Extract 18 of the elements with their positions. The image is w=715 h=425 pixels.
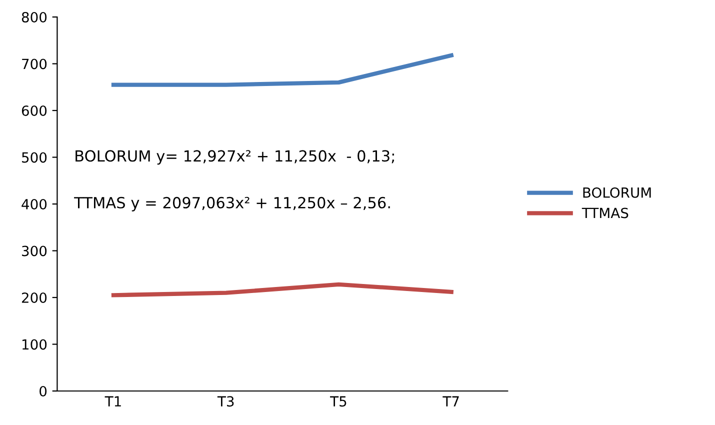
annotation: BOLORUM y= 12,927x² + 11,250x - 0,13; (76, 150, 394, 165)
y-tick-label: 700 (22, 58, 47, 70)
y-tick-label: 300 (22, 246, 47, 256)
y-tick-label: 800 (22, 12, 47, 22)
x-tick-label: T5 (330, 396, 346, 407)
legend-label: TTMAS (582, 208, 628, 218)
y-tick-label: 500 (22, 152, 47, 163)
annotation: TTMAS y = 2097,063x² + 11,250x – 2,56. (74, 196, 390, 212)
x-tick-label: T3 (217, 396, 234, 407)
y-tick-label: 200 (22, 292, 47, 303)
legend-label: BOLORUM (583, 187, 651, 198)
x-tick-label: T1 (104, 396, 121, 406)
y-tick-label: 600 (22, 105, 47, 116)
y-tick-label: 100 (22, 339, 47, 350)
x-tick-label: T7 (442, 396, 459, 406)
line-series (111, 282, 454, 298)
y-tick-label: 0 (40, 386, 47, 396)
y-tick-label: 400 (22, 198, 47, 210)
